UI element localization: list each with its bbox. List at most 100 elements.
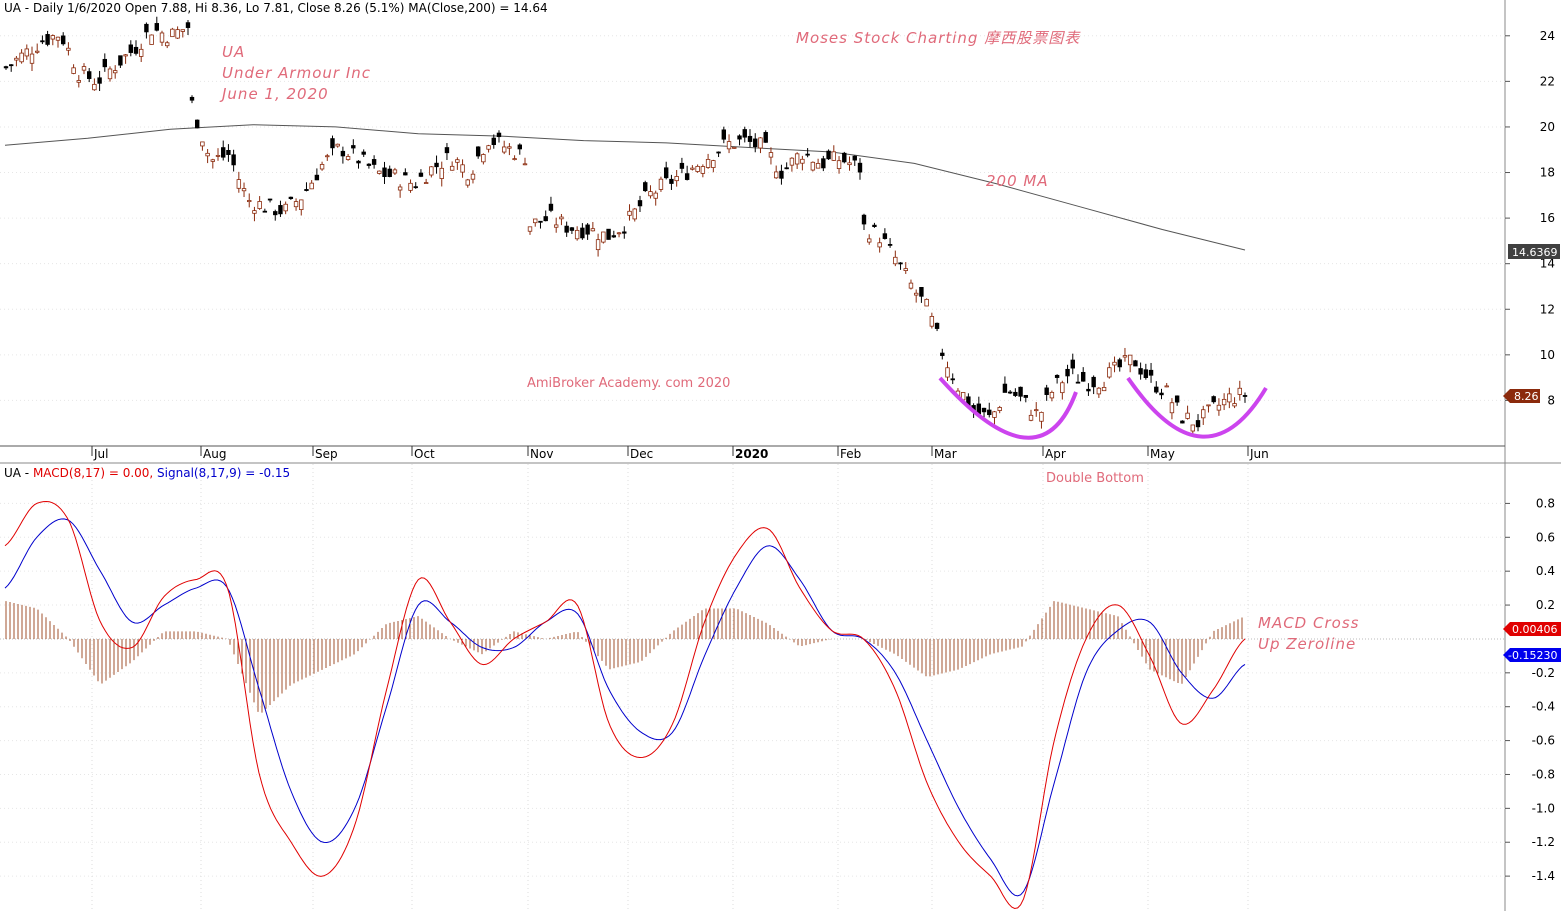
- candle-body: [903, 268, 908, 271]
- macd-tick-label: -1.2: [1532, 835, 1555, 849]
- candle-body: [1034, 409, 1039, 412]
- candle-body: [779, 170, 784, 179]
- candle-body: [789, 157, 795, 166]
- candle-body: [601, 231, 606, 243]
- candle-body: [87, 71, 92, 79]
- price-tick-label: 12: [1540, 302, 1555, 316]
- ticker-annotation: UA: [222, 43, 245, 61]
- candle-body: [128, 44, 133, 53]
- candle-body: [1096, 387, 1102, 395]
- candle-body: [836, 160, 842, 169]
- candle-body: [908, 282, 914, 289]
- price-tick-label: 18: [1540, 166, 1555, 180]
- candle-body: [501, 146, 507, 153]
- candle-body: [449, 165, 455, 171]
- candlesticks: [3, 16, 1248, 437]
- candle-body: [643, 182, 648, 192]
- candle-body: [149, 34, 154, 45]
- candle-body: [758, 137, 763, 149]
- price-pane: [0, 0, 1505, 446]
- x-tick-label: Jun: [1249, 447, 1269, 461]
- candle-body: [553, 224, 559, 228]
- x-tick-label: 2020: [735, 447, 768, 461]
- candle-body: [496, 132, 502, 138]
- macd-tick-label: 0.8: [1536, 496, 1555, 510]
- candle-body: [61, 35, 66, 45]
- candle-body: [1101, 387, 1107, 392]
- candle-body: [590, 228, 596, 232]
- candle-body: [574, 229, 580, 240]
- candle-body: [548, 203, 554, 211]
- signal-value-badge: -0.15230: [1503, 648, 1561, 662]
- candle-body: [919, 287, 924, 297]
- candle-body: [1221, 398, 1227, 406]
- candle-body: [893, 256, 898, 265]
- candle-body: [382, 167, 387, 178]
- ma-annotation: 200 MA: [986, 172, 1049, 190]
- candle-body: [1122, 355, 1128, 358]
- macd-cross-label-1: MACD Cross: [1258, 614, 1359, 632]
- candle-body: [658, 178, 664, 190]
- candle-body: [71, 67, 76, 74]
- candle-body: [241, 188, 247, 192]
- candle-body: [987, 409, 992, 416]
- candle-body: [195, 119, 200, 129]
- candle-body: [821, 158, 826, 169]
- candle-body: [805, 153, 810, 156]
- candle-body: [533, 218, 538, 224]
- macd-tick-label: -0.6: [1532, 734, 1555, 748]
- candle-body: [522, 163, 528, 166]
- candle-body: [460, 164, 465, 173]
- candle-body: [622, 231, 627, 234]
- candle-body: [684, 173, 690, 180]
- candle-body: [293, 201, 299, 208]
- candle-body: [1107, 367, 1112, 378]
- candle-body: [210, 159, 216, 162]
- candle-body: [3, 66, 9, 69]
- candle-body: [92, 83, 97, 91]
- candle-body: [340, 150, 346, 157]
- candle-body: [564, 225, 569, 233]
- candle-body: [444, 147, 450, 154]
- candle-body: [517, 144, 522, 150]
- x-tick-label: Dec: [630, 447, 653, 461]
- candle-body: [580, 227, 585, 239]
- candle-body: [159, 32, 165, 43]
- candle-body: [842, 152, 847, 163]
- candle-body: [1237, 387, 1242, 395]
- candle-body: [1112, 361, 1117, 366]
- candle-body: [1143, 369, 1149, 378]
- candle-body: [695, 165, 700, 172]
- candle-body: [45, 34, 50, 45]
- candle-body: [102, 58, 107, 68]
- candle-body: [439, 167, 444, 179]
- macd-tick-label: -0.2: [1532, 666, 1555, 680]
- price-tick-label: 22: [1540, 74, 1555, 88]
- price-grid: [0, 35, 1505, 401]
- candle-body: [351, 145, 356, 149]
- candle-body: [35, 50, 40, 53]
- candle-body: [144, 23, 149, 33]
- candle-body: [737, 135, 742, 140]
- candle-body: [180, 29, 185, 32]
- candle-body: [784, 167, 789, 170]
- candle-body: [763, 132, 768, 143]
- candle-body: [1013, 391, 1018, 396]
- candle-body: [826, 150, 831, 160]
- x-tick-label: Apr: [1045, 447, 1066, 461]
- macd-header: UA - MACD(8,17) = 0.00, Signal(8,17,9) =…: [4, 466, 290, 480]
- svg-text:0.00406: 0.00406: [1512, 623, 1558, 636]
- candle-body: [585, 224, 590, 235]
- brand-annotation: Moses Stock Charting 摩西股票图表: [796, 29, 1081, 47]
- x-ticks: Jul Aug Sep Oct Nov Dec 2020 Feb Mar Apr May Jun: [91, 446, 1269, 461]
- candle-body: [1180, 420, 1185, 424]
- candle-body: [742, 129, 747, 138]
- candle-body: [330, 138, 335, 149]
- candle-body: [81, 66, 87, 71]
- candle-body: [997, 407, 1002, 411]
- candle-body: [940, 352, 945, 356]
- candle-body: [595, 239, 601, 251]
- signal-line: [4, 518, 1246, 897]
- price-y-ticks: 8 10 12 14 16 18 20 22 24: [1505, 29, 1555, 407]
- candle-body: [1081, 371, 1086, 382]
